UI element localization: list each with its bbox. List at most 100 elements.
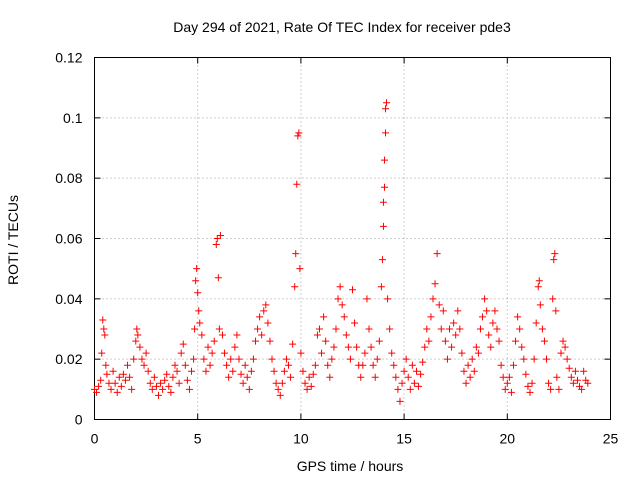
data-point: [563, 355, 571, 363]
data-point: [507, 388, 515, 396]
data-point: [124, 361, 132, 369]
data-point: [150, 373, 158, 381]
data-point: [561, 343, 569, 351]
data-point: [383, 99, 391, 107]
data-point: [351, 319, 359, 327]
data-point: [550, 256, 558, 264]
data-point: [536, 301, 544, 309]
data-point: [338, 301, 346, 309]
data-point: [320, 313, 328, 321]
data-point: [183, 376, 191, 384]
data-point: [390, 361, 398, 369]
data-point: [402, 355, 410, 363]
data-point: [526, 388, 534, 396]
data-point: [332, 325, 340, 333]
data-point: [192, 277, 200, 285]
x-tick-label: 5: [194, 431, 202, 447]
data-point: [437, 325, 445, 333]
data-point: [489, 319, 497, 327]
data-point: [296, 265, 304, 273]
data-point: [165, 382, 173, 390]
data-point: [567, 373, 575, 381]
data-point: [315, 325, 323, 333]
data-point: [571, 367, 579, 375]
data-point: [103, 370, 111, 378]
data-point: [282, 355, 290, 363]
data-point: [111, 379, 119, 387]
data-point: [171, 361, 179, 369]
y-tick-label: 0.02: [55, 351, 82, 367]
chart-title: Day 294 of 2021, Rate Of TEC Index for r…: [173, 19, 511, 35]
data-point: [379, 198, 387, 206]
data-point: [167, 388, 175, 396]
data-point: [516, 325, 524, 333]
data-point: [464, 361, 472, 369]
data-point: [256, 313, 264, 321]
data-point: [169, 373, 177, 381]
data-point: [342, 331, 350, 339]
data-point: [264, 319, 272, 327]
data-point: [472, 343, 480, 351]
data-point: [295, 129, 303, 137]
data-point: [573, 376, 581, 384]
x-tick-label: 0: [91, 431, 99, 447]
data-point: [569, 379, 577, 387]
data-point: [181, 361, 189, 369]
data-point: [107, 385, 115, 393]
data-point: [448, 343, 456, 351]
data-point: [512, 337, 520, 345]
data-point: [466, 373, 474, 381]
data-point: [142, 349, 150, 357]
data-point: [163, 370, 171, 378]
data-point: [225, 373, 233, 381]
data-point: [392, 373, 400, 381]
data-point: [340, 313, 348, 321]
data-point: [349, 286, 356, 294]
data-point: [190, 355, 198, 363]
data-point: [229, 367, 237, 375]
data-point: [196, 319, 204, 327]
data-point: [175, 379, 183, 387]
data-point: [285, 361, 293, 369]
data-point: [501, 385, 509, 393]
data-point: [200, 355, 208, 363]
data-point: [132, 337, 140, 345]
data-point: [204, 343, 212, 351]
data-point: [280, 367, 288, 375]
data-point: [419, 358, 427, 366]
y-tick-label: 0.08: [55, 170, 82, 186]
data-point: [214, 274, 222, 282]
data-point: [522, 370, 530, 378]
data-point: [117, 382, 125, 390]
data-point: [202, 367, 210, 375]
data-point: [274, 385, 282, 393]
x-tick-label: 10: [293, 431, 309, 447]
data-point: [408, 361, 416, 369]
data-point: [157, 379, 165, 387]
data-point: [206, 361, 214, 369]
data-point: [384, 295, 392, 303]
data-point: [287, 373, 295, 381]
data-point: [326, 373, 334, 381]
data-point: [193, 265, 201, 273]
data-point: [580, 367, 588, 375]
data-point: [208, 349, 216, 357]
data-point: [371, 373, 379, 381]
data-point: [493, 325, 501, 333]
data-point: [130, 355, 138, 363]
data-point: [188, 367, 196, 375]
data-point: [398, 379, 406, 387]
data-point: [138, 355, 146, 363]
data-point: [353, 343, 361, 351]
data-point: [365, 325, 373, 333]
data-point: [344, 343, 352, 351]
data-point: [266, 337, 274, 345]
data-point: [243, 373, 251, 381]
data-point: [218, 331, 226, 339]
data-point: [140, 361, 148, 369]
data-point: [479, 313, 487, 321]
data-point: [538, 325, 546, 333]
x-tick-label: 25: [603, 431, 619, 447]
data-point: [495, 337, 503, 345]
data-point: [379, 222, 387, 230]
